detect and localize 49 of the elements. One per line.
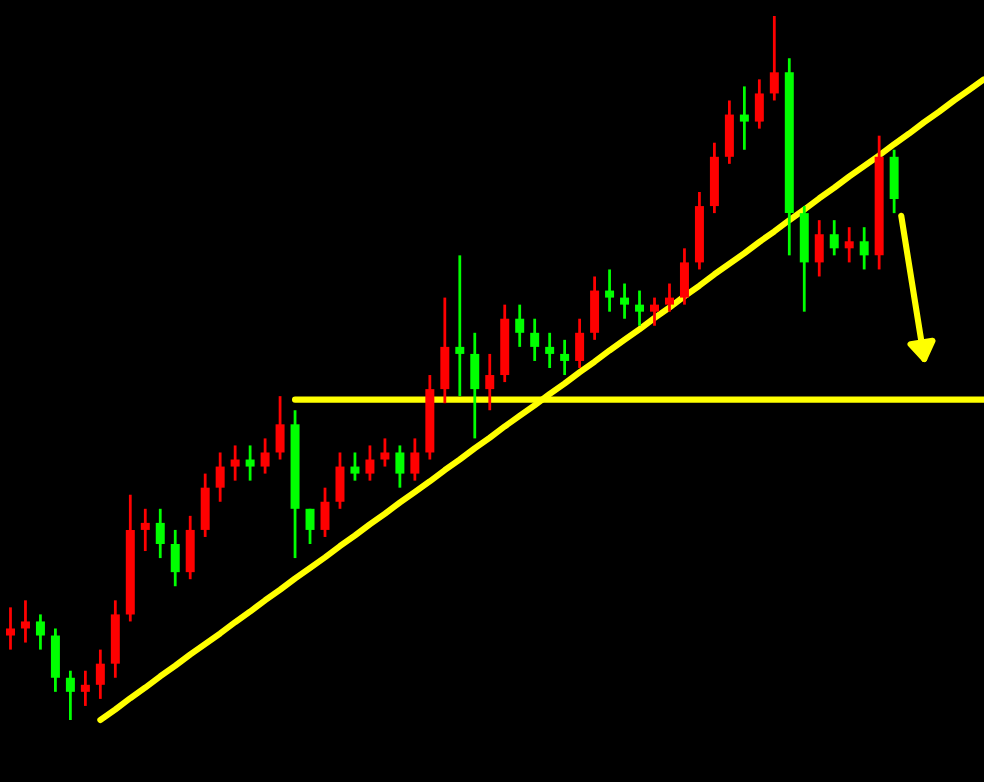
candlestick — [664, 282, 674, 314]
candlestick — [545, 331, 555, 370]
candlestick — [530, 317, 540, 363]
candlestick — [739, 85, 749, 152]
candlestick — [95, 648, 105, 701]
candlestick — [170, 528, 180, 588]
candlestick — [335, 451, 345, 511]
candlestick — [380, 437, 390, 468]
candlestick — [485, 352, 495, 412]
candlestick — [365, 444, 375, 483]
candlestick — [575, 317, 585, 370]
candlestick — [35, 613, 45, 651]
candlestick — [245, 444, 255, 483]
candlestick — [754, 77, 764, 131]
candlestick — [635, 289, 645, 328]
candlestick — [470, 331, 480, 440]
candlestick — [215, 451, 225, 504]
candlestick — [440, 296, 450, 405]
candlestick — [305, 507, 315, 546]
candlestick — [859, 225, 869, 271]
candlestick — [889, 148, 899, 215]
candlestick — [455, 253, 465, 398]
candlestick — [20, 598, 30, 644]
candlestick — [560, 338, 570, 377]
candlestick — [395, 444, 405, 490]
candlestick — [185, 514, 195, 581]
candlestick — [590, 275, 600, 342]
candlestick — [50, 627, 60, 694]
candlestick — [155, 507, 165, 560]
candlestick — [410, 437, 420, 483]
candlestick — [65, 669, 75, 722]
candlestick — [679, 246, 689, 307]
candlestick — [844, 225, 854, 264]
candlestick — [140, 507, 150, 553]
candlestick — [275, 394, 285, 461]
candlestick — [515, 303, 525, 349]
candlestick — [230, 444, 240, 483]
candlestick — [814, 218, 824, 278]
candlestick — [650, 296, 659, 328]
candlestick — [724, 99, 734, 166]
candlestick — [769, 14, 779, 102]
candlestick — [350, 451, 360, 483]
candlestick — [829, 218, 839, 257]
candlestick — [5, 605, 15, 651]
candlestick — [605, 268, 615, 314]
candlestick — [200, 472, 210, 539]
candlestick — [260, 437, 270, 475]
candlestick — [80, 669, 90, 708]
candlestick — [620, 282, 630, 321]
